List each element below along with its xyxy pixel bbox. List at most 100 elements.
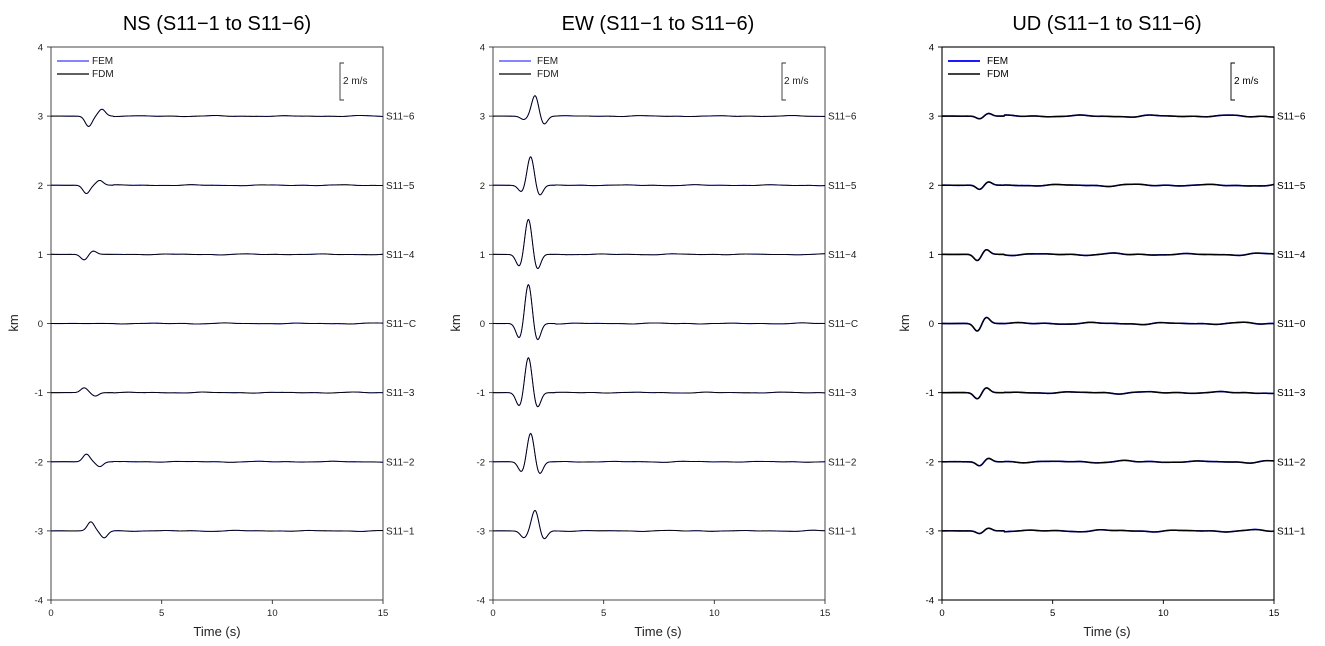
station-label: S11−2	[828, 457, 857, 468]
station-label: S11−4	[386, 250, 415, 261]
y-tick-label: 2	[929, 181, 934, 192]
x-tick-label: 15	[820, 608, 831, 619]
x-axis-label: Time (s)	[634, 624, 681, 639]
station-label: S11−6	[1277, 112, 1306, 123]
y-tick-label: 3	[38, 112, 43, 123]
y-tick-label: 2	[38, 181, 43, 192]
trace-fem-S11−6	[492, 95, 826, 125]
x-tick-label: 0	[48, 608, 53, 619]
station-label: S11−6	[828, 112, 857, 123]
station-label: S11−1	[386, 526, 415, 537]
trace-fem-S11−4	[492, 218, 825, 270]
trace-fem-S11−2	[51, 453, 384, 468]
trace-fdm-S11−2	[493, 432, 826, 474]
trace-fdm-S11−6	[51, 108, 384, 127]
panel-ud: UD (S11−1 to S11−6) km Time (s) FEM FDM …	[897, 13, 1306, 639]
trace-fdm-S11−4	[51, 250, 384, 261]
y-tick-label: -4	[477, 596, 485, 607]
y-tick-label: 4	[929, 43, 934, 54]
trace-fdm-S11−2	[942, 457, 1275, 467]
chart-title: UD (S11−1 to S11−6)	[1012, 13, 1201, 35]
y-tick-label: 0	[38, 319, 43, 330]
trace-fdm-S11−4	[493, 218, 826, 270]
y-tick-label: 1	[38, 250, 43, 261]
station-label: S11−5	[386, 181, 415, 192]
trace-fdm-S11−5	[51, 179, 383, 194]
scale-bar-label: 2 m/s	[343, 76, 367, 87]
scale-bar-label: 2 m/s	[784, 76, 808, 87]
x-axis-label: Time (s)	[1083, 624, 1130, 639]
station-label: S11−4	[1277, 250, 1306, 261]
y-axis-label: km	[448, 314, 463, 331]
trace-fem-S11−1	[492, 509, 826, 540]
legend-fdm-label: FDM	[987, 69, 1009, 80]
trace-fem-S11−3	[50, 387, 384, 397]
trace-fem-S11−6	[50, 108, 384, 127]
y-tick-label: -2	[35, 457, 43, 468]
station-label: S11−1	[1277, 526, 1306, 537]
chart-title: NS (S11−1 to S11−6)	[123, 13, 311, 35]
legend-fem-label: FEM	[987, 56, 1008, 67]
y-tick-label: 0	[929, 319, 934, 330]
trace-fdm-S11−3	[493, 357, 826, 408]
station-label: S11−3	[1277, 388, 1306, 399]
scale-bar	[1230, 62, 1235, 101]
x-tick-label: 5	[159, 608, 164, 619]
legend-fdm-label: FDM	[537, 69, 559, 80]
y-tick-label: -3	[477, 526, 485, 537]
scale-bar-label: 2 m/s	[1234, 76, 1258, 87]
x-tick-label: 0	[939, 608, 944, 619]
y-tick-label: -4	[926, 596, 934, 607]
y-tick-label: 1	[929, 250, 934, 261]
station-label: S11−5	[1277, 181, 1306, 192]
trace-fdm-S11−C	[493, 283, 825, 341]
y-tick-label: -3	[35, 526, 43, 537]
y-axis-label: km	[6, 314, 21, 331]
chart-title: EW (S11−1 to S11−6)	[562, 13, 755, 35]
legend-fem-label: FEM	[92, 56, 113, 67]
y-tick-label: 1	[480, 250, 485, 261]
station-label: S11−0	[1277, 319, 1306, 330]
station-label: S11−2	[386, 457, 415, 468]
x-tick-label: 15	[1269, 608, 1280, 619]
y-tick-label: -4	[35, 596, 43, 607]
station-label: S11−5	[828, 181, 857, 192]
station-label: S11−C	[828, 319, 858, 330]
x-tick-label: 10	[1158, 608, 1169, 619]
y-tick-label: -3	[926, 526, 934, 537]
trace-fdm-S11−5	[493, 156, 826, 196]
station-label: S11−6	[386, 112, 415, 123]
trace-fem-S11−2	[493, 432, 826, 474]
y-tick-label: 2	[480, 181, 485, 192]
trace-fdm-S11−3	[942, 387, 1275, 400]
x-tick-label: 5	[1050, 608, 1055, 619]
trace-fdm-S11−C	[51, 322, 384, 325]
panel-ns: NS (S11−1 to S11−6) km Time (s) FEM FDM …	[6, 13, 416, 639]
trace-fdm-S11−0	[942, 316, 1275, 332]
trace-fdm-S11−1	[942, 527, 1275, 535]
trace-fem-S11−4	[50, 250, 384, 261]
trace-fem-S11−5	[51, 179, 383, 195]
station-label: S11−2	[1277, 457, 1306, 468]
y-tick-label: -1	[926, 388, 934, 399]
trace-fem-S11−C	[492, 284, 826, 341]
trace-fdm-S11−5	[942, 181, 1275, 190]
y-tick-label: 4	[480, 43, 485, 54]
y-tick-label: -1	[35, 388, 43, 399]
y-tick-label: 3	[929, 112, 934, 123]
station-label: S11−3	[828, 388, 857, 399]
x-tick-label: 0	[490, 608, 495, 619]
legend-fem-label: FEM	[537, 56, 558, 67]
trace-fdm-S11−1	[493, 509, 826, 540]
x-axis-label: Time (s)	[193, 624, 240, 639]
y-tick-label: 3	[480, 112, 485, 123]
trace-fdm-S11−1	[51, 521, 383, 539]
trace-fem-S11−5	[493, 156, 826, 196]
y-tick-label: -1	[477, 388, 485, 399]
x-tick-label: 10	[709, 608, 720, 619]
scale-bar	[339, 62, 344, 101]
y-axis-label: km	[897, 314, 912, 331]
x-tick-label: 15	[378, 608, 389, 619]
y-tick-label: -2	[477, 457, 485, 468]
